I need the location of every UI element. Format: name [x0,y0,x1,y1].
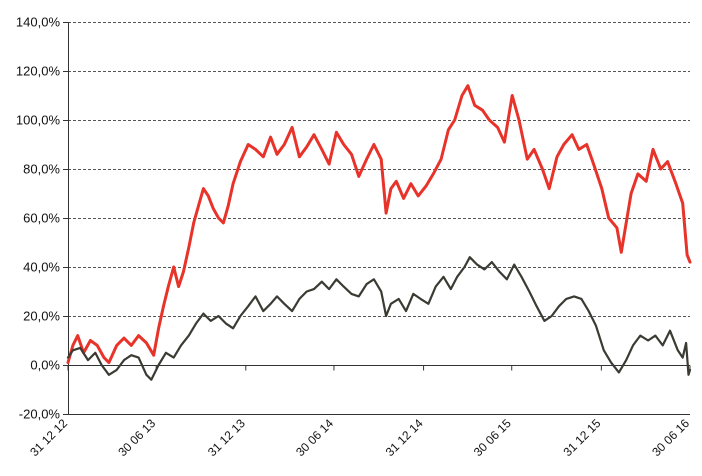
x-tick-label: 30 06 15 [471,416,514,459]
series-line-1 [66,84,692,365]
y-tick-label: 60,0% [23,211,60,226]
gridlines [68,22,690,317]
x-tick-label: 31 12 14 [383,416,426,459]
x-tick-label: 31 12 13 [205,416,248,459]
y-tick-label: -20,0% [19,407,61,422]
x-tick-labels: 31 12 12 30 06 13 31 12 13 30 06 14 31 12 14… [27,416,692,459]
y-tick-label: 20,0% [23,309,60,324]
series-line-2 [66,256,692,381]
series-lines [66,84,692,381]
y-tick-label: 100,0% [16,113,61,128]
x-tick-label: 30 06 13 [115,416,158,459]
y-tick-labels: 140,0% 120,0% 100,0% 80,0% 60,0% 40,0% 20,0% 0,… [16,15,61,422]
y-tick-label: 80,0% [23,162,60,177]
y-tick-label: 40,0% [23,260,60,275]
axes [63,22,691,415]
x-tick-label: 31 12 15 [561,416,604,459]
x-tick-label: 30 06 16 [649,416,692,459]
x-tick-label: 30 06 14 [293,416,336,459]
y-tick-label: 140,0% [16,15,61,30]
y-tick-label: 120,0% [16,64,61,79]
y-tick-label: 0,0% [30,358,60,373]
x-tick-label: 31 12 12 [27,416,70,459]
